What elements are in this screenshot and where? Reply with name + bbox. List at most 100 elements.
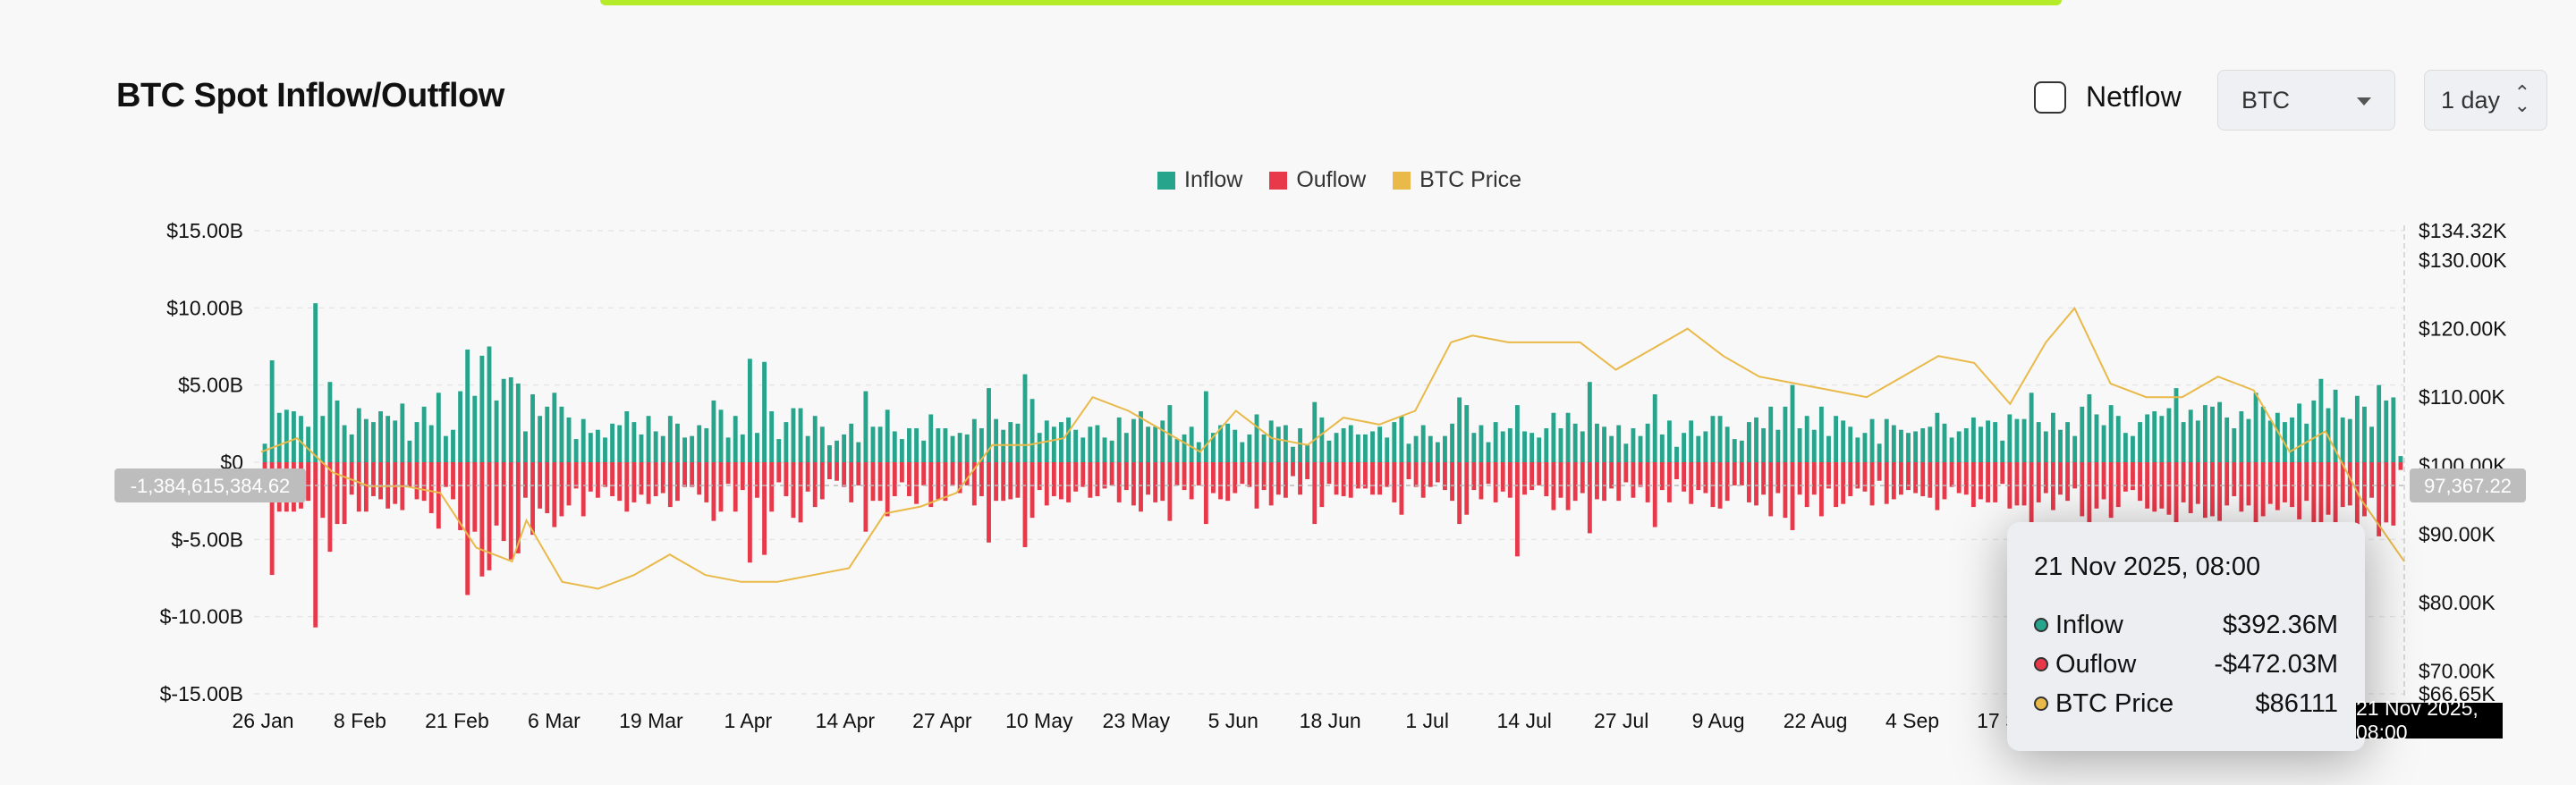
inflow-bar: [1783, 406, 1788, 462]
outflow-bar: [1818, 462, 1824, 517]
chevron-down-icon: [2357, 97, 2371, 106]
inflow-bar: [1080, 437, 1086, 462]
outflow-bar: [465, 462, 470, 595]
outflow-bar: [1080, 462, 1086, 487]
outflow-bar: [443, 462, 448, 487]
inflow-bar: [610, 423, 615, 462]
outflow-bar: [2232, 462, 2237, 496]
inflow-bar: [371, 422, 376, 462]
outflow-bar: [342, 462, 347, 525]
outflow-bar: [2065, 462, 2071, 502]
outflow-bar: [1877, 462, 1882, 481]
chart-tooltip: 21 Nov 2025, 08:00 Inflow $392.36M Ouflo…: [2007, 522, 2365, 751]
inflow-bar: [1913, 431, 1919, 462]
inflow-bar: [1116, 417, 1122, 462]
inflow-bar: [762, 361, 767, 462]
outflow-bar: [1898, 462, 1903, 495]
outflow-bar: [1167, 462, 1173, 521]
inflow-bar: [1869, 418, 1875, 462]
outflow-bar: [1522, 462, 1527, 495]
inflow-bar: [1240, 442, 1245, 462]
outflow-bar: [530, 462, 535, 536]
outflow-bar: [1486, 462, 1491, 485]
tooltip-label-btc-price: BTC Price: [2055, 688, 2174, 718]
outflow-bar: [2340, 462, 2345, 508]
inflow-bar: [979, 428, 984, 462]
inflow-bar: [1841, 420, 1846, 462]
tooltip-value-inflow: $392.36M: [2223, 610, 2338, 639]
outflow-bar: [1066, 462, 1071, 502]
outflow-bar: [1963, 462, 1969, 495]
outflow-bar: [378, 462, 383, 500]
outflow-bar: [1146, 462, 1151, 495]
inflow-bar: [1928, 426, 1933, 462]
inflow-bar: [1855, 437, 1860, 462]
inflow-bar: [1754, 417, 1758, 462]
outflow-bar: [2021, 462, 2027, 506]
outflow-bar: [1413, 462, 1419, 487]
y-axis-right-tick-label: $110.00K: [2419, 385, 2505, 409]
outflow-bar: [1385, 462, 1390, 487]
inflow-bar: [805, 435, 810, 462]
inflow-bar: [2232, 428, 2237, 462]
chart-legend: Inflow Ouflow BTC Price: [1157, 167, 1521, 193]
netflow-toggle[interactable]: Netflow: [2034, 80, 2182, 114]
outflow-bar: [1015, 462, 1021, 498]
outflow-bar: [2283, 462, 2287, 502]
outflow-bar: [1804, 462, 1809, 508]
outflow-bar: [2138, 462, 2142, 502]
inflow-bar: [1298, 428, 1303, 462]
outflow-bar: [1326, 462, 1332, 485]
legend-item-inflow[interactable]: Inflow: [1157, 167, 1242, 193]
inflow-bar: [1935, 412, 1940, 462]
inflow-bar: [617, 425, 623, 462]
inflow-bar: [1761, 428, 1767, 462]
outflow-bar: [863, 462, 869, 532]
inflow-bar: [1747, 422, 1751, 462]
outflow-bar: [1341, 462, 1346, 496]
outflow-bar: [1298, 462, 1303, 495]
outflow-bar: [515, 462, 521, 553]
outflow-bar: [2108, 462, 2114, 519]
outflow-bar: [595, 462, 600, 498]
x-axis-tick-label: 9 Aug: [1692, 709, 1745, 732]
coin-select[interactable]: BTC: [2217, 70, 2395, 131]
interval-select[interactable]: 1 day ⌃ ⌄: [2424, 70, 2547, 131]
legend-item-btc-price[interactable]: BTC Price: [1393, 167, 1521, 193]
outflow-bar: [2239, 462, 2244, 512]
outflow-bar: [2326, 462, 2331, 515]
outflow-bar: [1811, 462, 1817, 495]
outflow-bar: [1139, 462, 1143, 512]
inflow-bar: [2050, 412, 2055, 462]
outflow-bar: [1631, 462, 1636, 498]
inflow-bar: [1355, 434, 1360, 462]
outflow-bar: [1928, 462, 1933, 498]
inflow-bar: [530, 394, 535, 462]
outflow-bar: [1268, 462, 1274, 506]
outflow-bar: [2253, 462, 2258, 530]
outflow-bar: [1030, 462, 1035, 519]
outflow-bar: [1102, 462, 1107, 489]
y-axis-right-tick-label: $90.00K: [2419, 522, 2496, 545]
inflow-bar: [356, 408, 361, 462]
inflow-bar: [2369, 426, 2375, 462]
outflow-bar: [1848, 462, 1853, 496]
outflow-bar: [1218, 462, 1223, 500]
outflow-bar: [1500, 462, 1505, 492]
outflow-bar: [487, 462, 492, 570]
legend-item-outflow[interactable]: Ouflow: [1269, 167, 1366, 193]
tooltip-dot-btc-price: [2034, 696, 2048, 711]
inflow-bar: [697, 425, 702, 462]
outflow-bar: [1225, 462, 1231, 502]
netflow-checkbox[interactable]: [2034, 80, 2066, 114]
outflow-bar: [1724, 462, 1730, 502]
outflow-bar: [856, 462, 861, 485]
inflow-bar: [1319, 417, 1325, 462]
inflow-bar: [2398, 456, 2403, 462]
inflow-bar: [755, 433, 759, 462]
outflow-bar: [1869, 462, 1875, 506]
outflow-bar: [1370, 462, 1375, 495]
inflow-bar: [1254, 414, 1259, 462]
outflow-bar: [494, 462, 499, 526]
